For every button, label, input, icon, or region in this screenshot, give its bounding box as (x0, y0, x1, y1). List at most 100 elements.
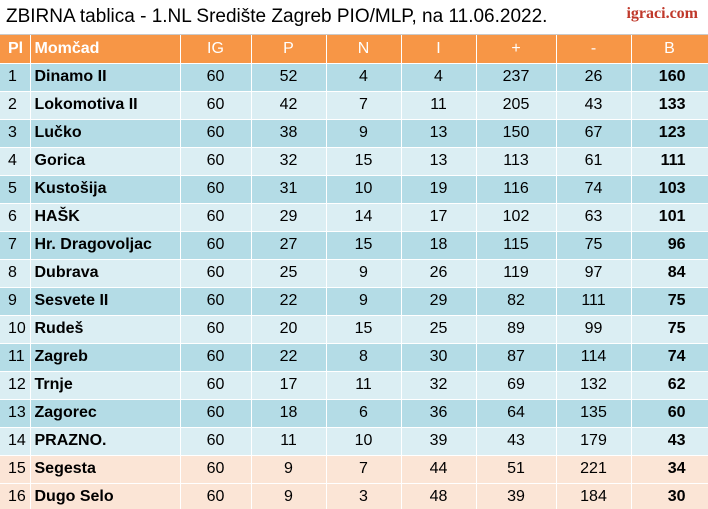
table-row: 5 Kustošija 60 31 10 19 116 74 103 (0, 175, 708, 204)
draws-cell: 7 (326, 91, 402, 120)
col-header-goals-against[interactable]: - (556, 35, 632, 64)
team-name-cell: HAŠK (30, 203, 181, 232)
position-cell: 10 (0, 315, 31, 344)
points-cell: 101 (631, 203, 708, 232)
losses-cell: 48 (401, 483, 477, 509)
goals-against-cell: 26 (556, 63, 632, 92)
table-row: 16 Dugo Selo 60 9 3 48 39 184 30 (0, 483, 708, 509)
goals-against-cell: 132 (556, 371, 632, 400)
goals-for-cell: 39 (476, 483, 557, 509)
position-cell: 1 (0, 63, 31, 92)
goals-for-cell: 43 (476, 427, 557, 456)
goals-against-cell: 99 (556, 315, 632, 344)
wins-cell: 22 (251, 287, 327, 316)
wins-cell: 17 (251, 371, 327, 400)
team-name-cell: Lokomotiva II (30, 91, 181, 120)
wins-cell: 11 (251, 427, 327, 456)
goals-for-cell: 113 (476, 147, 557, 176)
team-name-cell: Zagreb (30, 343, 181, 372)
points-cell: 111 (631, 147, 708, 176)
site-logo[interactable]: igraci.com (626, 5, 698, 22)
position-cell: 6 (0, 203, 31, 232)
losses-cell: 44 (401, 455, 477, 484)
points-cell: 123 (631, 119, 708, 148)
table-row: 10 Rudeš 60 20 15 25 89 99 75 (0, 315, 708, 344)
wins-cell: 27 (251, 231, 327, 260)
losses-cell: 17 (401, 203, 477, 232)
losses-cell: 11 (401, 91, 477, 120)
goals-against-cell: 67 (556, 119, 632, 148)
goals-against-cell: 43 (556, 91, 632, 120)
position-cell: 3 (0, 119, 31, 148)
games-cell: 60 (180, 231, 252, 260)
team-name-cell: Dugo Selo (30, 483, 181, 509)
table-row: 12 Trnje 60 17 11 32 69 132 62 (0, 371, 708, 400)
losses-cell: 13 (401, 147, 477, 176)
wins-cell: 32 (251, 147, 327, 176)
col-header-points[interactable]: B (631, 35, 708, 64)
page-title: ZBIRNA tablica - 1.NL Središte Zagreb PI… (6, 6, 548, 27)
col-header-goals-for[interactable]: + (476, 35, 557, 64)
draws-cell: 15 (326, 315, 402, 344)
position-cell: 14 (0, 427, 31, 456)
draws-cell: 10 (326, 175, 402, 204)
points-cell: 34 (631, 455, 708, 484)
draws-cell: 7 (326, 455, 402, 484)
draws-cell: 8 (326, 343, 402, 372)
games-cell: 60 (180, 343, 252, 372)
standings-table: Pl Momčad IG P N I + - B 1 Dinamo II 60 52 4… (0, 35, 708, 509)
games-cell: 60 (180, 203, 252, 232)
table-row: 3 Lučko 60 38 9 13 150 67 123 (0, 119, 708, 148)
games-cell: 60 (180, 427, 252, 456)
losses-cell: 4 (401, 63, 477, 92)
wins-cell: 9 (251, 483, 327, 509)
team-name-cell: PRAZNO. (30, 427, 181, 456)
position-cell: 8 (0, 259, 31, 288)
losses-cell: 18 (401, 231, 477, 260)
draws-cell: 14 (326, 203, 402, 232)
points-cell: 96 (631, 231, 708, 260)
goals-for-cell: 51 (476, 455, 557, 484)
points-cell: 133 (631, 91, 708, 120)
col-header-i[interactable]: I (401, 35, 477, 64)
col-header-p[interactable]: P (251, 35, 327, 64)
games-cell: 60 (180, 91, 252, 120)
team-name-cell: Trnje (30, 371, 181, 400)
goals-for-cell: 150 (476, 119, 557, 148)
goals-against-cell: 97 (556, 259, 632, 288)
goals-against-cell: 114 (556, 343, 632, 372)
wins-cell: 52 (251, 63, 327, 92)
col-header-pl[interactable]: Pl (0, 35, 31, 64)
position-cell: 7 (0, 231, 31, 260)
games-cell: 60 (180, 315, 252, 344)
goals-against-cell: 184 (556, 483, 632, 509)
position-cell: 11 (0, 343, 31, 372)
points-cell: 30 (631, 483, 708, 509)
team-name-cell: Hr. Dragovoljac (30, 231, 181, 260)
games-cell: 60 (180, 259, 252, 288)
goals-for-cell: 69 (476, 371, 557, 400)
team-name-cell: Dubrava (30, 259, 181, 288)
table-header-row: Pl Momčad IG P N I + - B (0, 35, 708, 64)
games-cell: 60 (180, 455, 252, 484)
table-row: 1 Dinamo II 60 52 4 4 237 26 160 (0, 63, 708, 92)
losses-cell: 25 (401, 315, 477, 344)
col-header-n[interactable]: N (326, 35, 402, 64)
wins-cell: 20 (251, 315, 327, 344)
losses-cell: 36 (401, 399, 477, 428)
draws-cell: 11 (326, 371, 402, 400)
col-header-ig[interactable]: IG (180, 35, 252, 64)
goals-for-cell: 87 (476, 343, 557, 372)
points-cell: 84 (631, 259, 708, 288)
games-cell: 60 (180, 483, 252, 509)
team-name-cell: Segesta (30, 455, 181, 484)
draws-cell: 15 (326, 147, 402, 176)
col-header-team[interactable]: Momčad (30, 35, 181, 64)
title-bar: ZBIRNA tablica - 1.NL Središte Zagreb PI… (0, 0, 708, 35)
losses-cell: 30 (401, 343, 477, 372)
points-cell: 75 (631, 315, 708, 344)
draws-cell: 10 (326, 427, 402, 456)
points-cell: 75 (631, 287, 708, 316)
table-row: 6 HAŠK 60 29 14 17 102 63 101 (0, 203, 708, 232)
goals-against-cell: 61 (556, 147, 632, 176)
